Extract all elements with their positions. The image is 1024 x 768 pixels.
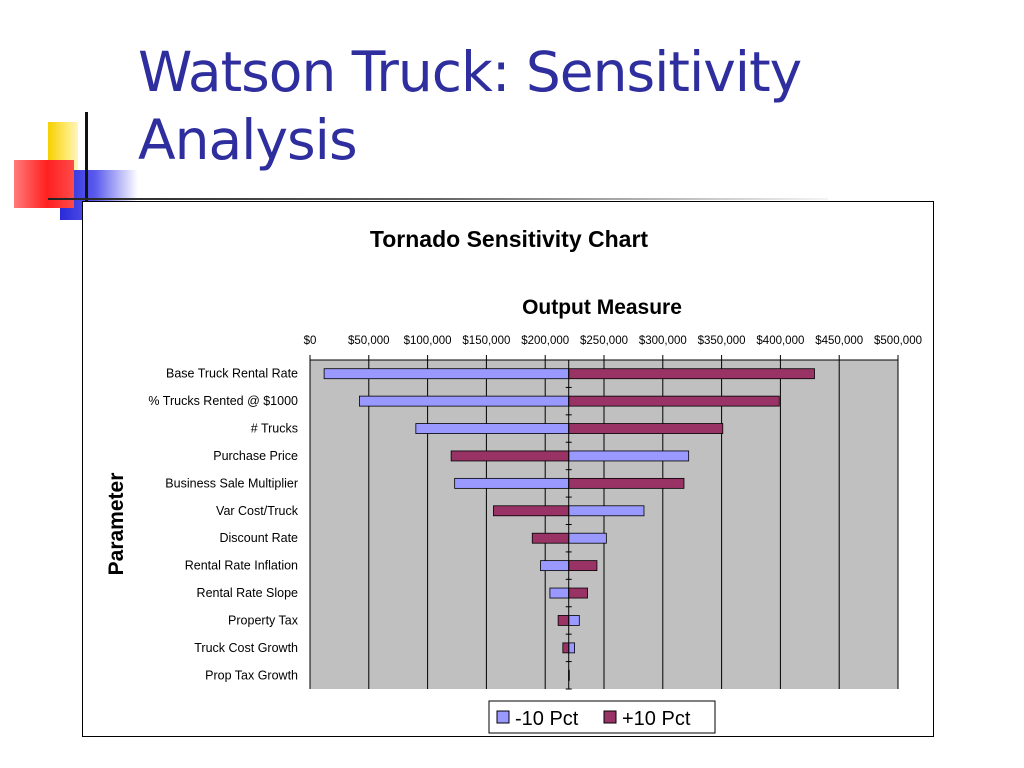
x-tick-label: $400,000 (756, 335, 804, 347)
category-label: Truck Cost Growth (194, 641, 298, 655)
x-tick-label: $500,000 (874, 335, 922, 347)
category-label: Business Sale Multiplier (165, 476, 298, 490)
bar-minus-10-pct (323, 368, 570, 380)
x-tick-label: $150,000 (462, 335, 510, 347)
legend-swatch-minus (496, 710, 510, 724)
bar-plus-10-pct (531, 532, 570, 544)
legend-swatch-plus (603, 710, 617, 724)
bar-plus-10-pct (493, 505, 570, 517)
x-tick-label: $250,000 (580, 335, 628, 347)
x-tick-label: $350,000 (698, 335, 746, 347)
y-axis-title: Parameter (105, 473, 128, 576)
gridlines (309, 360, 899, 689)
bar-plus-10-pct (568, 587, 588, 599)
tornado-chart: Tornado Sensitivity Chart Output Measure… (105, 226, 922, 734)
category-label: Rental Rate Slope (197, 586, 299, 600)
x-tick-label: $200,000 (521, 335, 569, 347)
bar-minus-10-pct (568, 532, 607, 544)
chart-frame: Tornado Sensitivity Chart Output Measure… (82, 201, 934, 737)
x-tick-label: $100,000 (404, 335, 452, 347)
bar-plus-10-pct (568, 423, 724, 434)
bar-plus-10-pct (568, 477, 685, 489)
x-tick-label: $450,000 (815, 335, 863, 347)
x-axis: $0 $50,000 $100,000 $150,000 $200,000 $250,00… (304, 335, 922, 361)
decorative-horizontal-line (48, 198, 828, 200)
decorative-red-square (14, 160, 74, 208)
legend-label-plus: +10 Pct (622, 708, 691, 730)
bar-minus-10-pct (415, 423, 570, 434)
legend-box (488, 700, 716, 734)
bar-plus-10-pct (568, 368, 815, 380)
category-label: Prop Tax Growth (205, 668, 298, 682)
category-label: % Trucks Rented @ $1000 (148, 394, 298, 408)
chart-title: Tornado Sensitivity Chart (370, 226, 649, 252)
x-tick-label: $0 (304, 335, 317, 347)
bar-plus-10-pct (450, 450, 570, 462)
bar-plus-10-pct (557, 615, 570, 626)
x-tick-label: $300,000 (639, 335, 687, 347)
bar-minus-10-pct (568, 450, 690, 462)
slide-title: Watson Truck: Sensitivity Analysis (138, 40, 802, 172)
category-label: Var Cost/Truck (216, 504, 299, 518)
bar-minus-10-pct (568, 642, 576, 654)
x-axis-title: Output Measure (522, 296, 682, 319)
base-axis (565, 359, 572, 690)
bar-minus-10-pct (540, 560, 570, 572)
category-label: Rental Rate Inflation (185, 559, 298, 573)
bar-minus-10-pct (568, 615, 580, 626)
category-label: # Trucks (251, 422, 298, 436)
bar-minus-10-pct (549, 587, 570, 599)
bar-minus-10-pct (568, 505, 645, 517)
bar-minus-10-pct (454, 477, 570, 489)
decorative-vertical-line (85, 112, 88, 224)
category-labels: Base Truck Rental Rate % Trucks Rented @ … (148, 367, 298, 683)
x-tick-label: $50,000 (348, 335, 390, 347)
category-label: Property Tax (228, 613, 299, 627)
bars (323, 368, 815, 681)
category-label: Discount Rate (219, 531, 298, 545)
legend: -10 Pct +10 Pct (488, 700, 716, 734)
category-label: Base Truck Rental Rate (166, 367, 298, 381)
bar-minus-10-pct (358, 395, 570, 407)
legend-label-minus: -10 Pct (515, 708, 579, 730)
category-label: Purchase Price (213, 449, 298, 463)
bar-plus-10-pct (568, 560, 598, 572)
bar-plus-10-pct (562, 642, 570, 654)
bar-plus-10-pct (568, 395, 780, 407)
